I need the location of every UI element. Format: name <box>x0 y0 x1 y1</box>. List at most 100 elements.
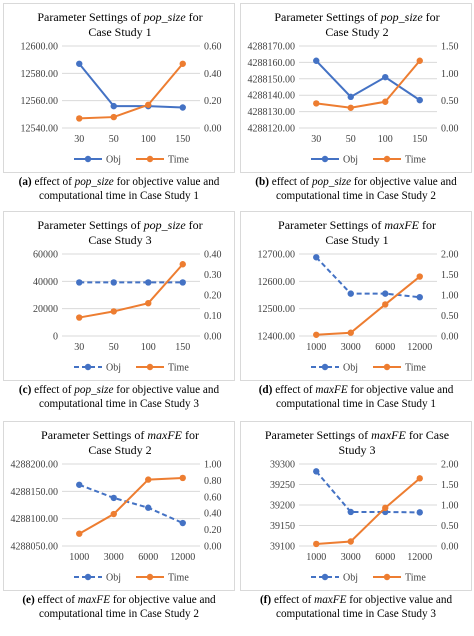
y-tick-label: 4288150.00 <box>248 74 296 85</box>
caption-label: (d) <box>258 384 273 396</box>
data-point-obj <box>382 290 389 297</box>
y-tick-label: 0 <box>53 332 58 343</box>
x-tick-label: 150 <box>412 134 427 145</box>
x-tick-label: 50 <box>109 134 119 145</box>
data-point-time <box>76 115 83 122</box>
data-point-obj <box>382 73 389 81</box>
data-point-obj <box>145 504 152 511</box>
y2-tick-label: 1.00 <box>204 460 222 471</box>
y2-tick-label: 0.20 <box>204 291 222 302</box>
x-tick-label: 12000 <box>407 552 432 563</box>
data-point-time <box>179 60 186 67</box>
data-point-time <box>347 329 354 336</box>
chart-title-part: Parameter Settings of <box>278 218 384 232</box>
data-point-time <box>313 540 320 548</box>
legend-label: Time <box>168 155 189 166</box>
y2-tick-label: 0.00 <box>204 542 222 553</box>
data-point-obj <box>76 279 83 286</box>
data-point-time <box>110 510 117 518</box>
series-line-time <box>316 477 421 545</box>
chart-title: Parameter Settings of pop_size for <box>37 10 202 24</box>
chart-title-line2: Study 3 <box>338 443 375 457</box>
y2-tick-label: 1.00 <box>441 501 459 512</box>
caption-param: pop_size <box>74 176 114 188</box>
x-tick-label: 1000 <box>69 552 89 563</box>
data-point-time <box>382 98 389 105</box>
caption-text-pre: effect of <box>271 176 310 188</box>
chart-area: Parameter Settings of maxFE for Case Stud… <box>240 421 472 591</box>
series-line-time <box>78 476 183 535</box>
x-tick-label: 30 <box>74 134 84 145</box>
x-tick-label: 30 <box>311 134 321 145</box>
data-point-time <box>382 301 389 308</box>
figure-caption: (a) effect of pop_size for objective val… <box>3 175 235 203</box>
data-point-time <box>145 476 152 483</box>
y2-tick-label: 1.00 <box>441 291 459 302</box>
caption-label: (b) <box>255 176 269 188</box>
figure-caption: (b) effect of pop_size for objective val… <box>240 175 472 203</box>
chart-title-line2: Case Study 1 <box>88 25 151 39</box>
chart-title-param: pop_size <box>143 10 187 24</box>
data-point-time <box>382 504 389 512</box>
legend-marker-obj <box>321 363 329 371</box>
x-tick-label: 100 <box>141 134 156 145</box>
data-point-obj <box>347 508 354 516</box>
y2-tick-label: 2.00 <box>441 460 459 471</box>
data-point-obj <box>313 57 320 64</box>
y-tick-label: 12500.00 <box>258 304 296 315</box>
legend-marker-obj <box>321 573 329 581</box>
x-tick-label: 150 <box>175 342 190 353</box>
y2-tick-label: 2.00 <box>441 250 459 261</box>
y2-tick-label: 1.50 <box>441 480 459 491</box>
data-point-time <box>347 538 354 545</box>
legend-label: Obj <box>343 363 358 374</box>
chart-title: Parameter Settings of maxFE for <box>278 218 436 232</box>
x-tick-label: 12000 <box>170 552 195 563</box>
chart-area: Parameter Settings of maxFE for Case Stud… <box>3 421 235 591</box>
x-tick-label: 1000 <box>306 552 326 563</box>
data-point-obj <box>347 290 354 297</box>
y2-tick-label: 0.40 <box>204 250 222 261</box>
chart-title: Parameter Settings of maxFE for <box>41 428 199 442</box>
y2-tick-label: 0.40 <box>204 509 222 520</box>
figure-caption: (e) effect of maxFE for objective value … <box>3 593 235 621</box>
y-tick-label: 4288140.00 <box>248 91 296 102</box>
x-tick-label: 3000 <box>341 342 361 353</box>
chart-title-param: maxFE <box>371 428 406 442</box>
x-tick-label: 1000 <box>306 342 326 353</box>
caption-line2: computational time in Case Study 3 <box>38 398 200 410</box>
legend-label: Obj <box>343 573 358 584</box>
data-point-obj <box>416 293 423 301</box>
y-tick-label: 4288200.00 <box>11 460 59 471</box>
y-tick-label: 12700.00 <box>258 250 296 261</box>
chart-title-part: for <box>186 218 203 232</box>
data-point-time <box>416 475 423 482</box>
caption-line2: computational time in Case Study 2 <box>38 608 200 620</box>
data-point-time <box>179 474 186 482</box>
data-point-obj <box>76 481 83 488</box>
y-tick-label: 20000 <box>33 304 58 315</box>
data-point-time <box>179 261 186 268</box>
data-point-time <box>313 331 320 338</box>
legend-marker-time <box>146 573 154 581</box>
x-tick-label: 6000 <box>138 552 158 563</box>
legend-marker-time <box>383 573 391 581</box>
chart-title-param: pop_size <box>380 10 424 24</box>
series-line-obj <box>78 483 184 524</box>
x-tick-label: 50 <box>346 134 356 145</box>
y-tick-label: 40000 <box>33 277 58 288</box>
y-tick-label: 12580.00 <box>21 69 59 80</box>
legend-label: Obj <box>106 573 121 584</box>
caption-param: maxFE <box>315 384 348 396</box>
caption-label: (a) <box>18 176 32 188</box>
data-point-obj <box>347 93 354 101</box>
caption-label: (f) <box>259 594 272 606</box>
y-tick-label: 12540.00 <box>21 124 59 135</box>
data-point-obj <box>416 509 423 516</box>
data-point-obj <box>179 519 186 527</box>
y-tick-label: 4288130.00 <box>248 107 296 118</box>
caption-text-pre: effect of <box>37 594 75 606</box>
caption-line2: computational time in Case Study 3 <box>275 608 437 620</box>
